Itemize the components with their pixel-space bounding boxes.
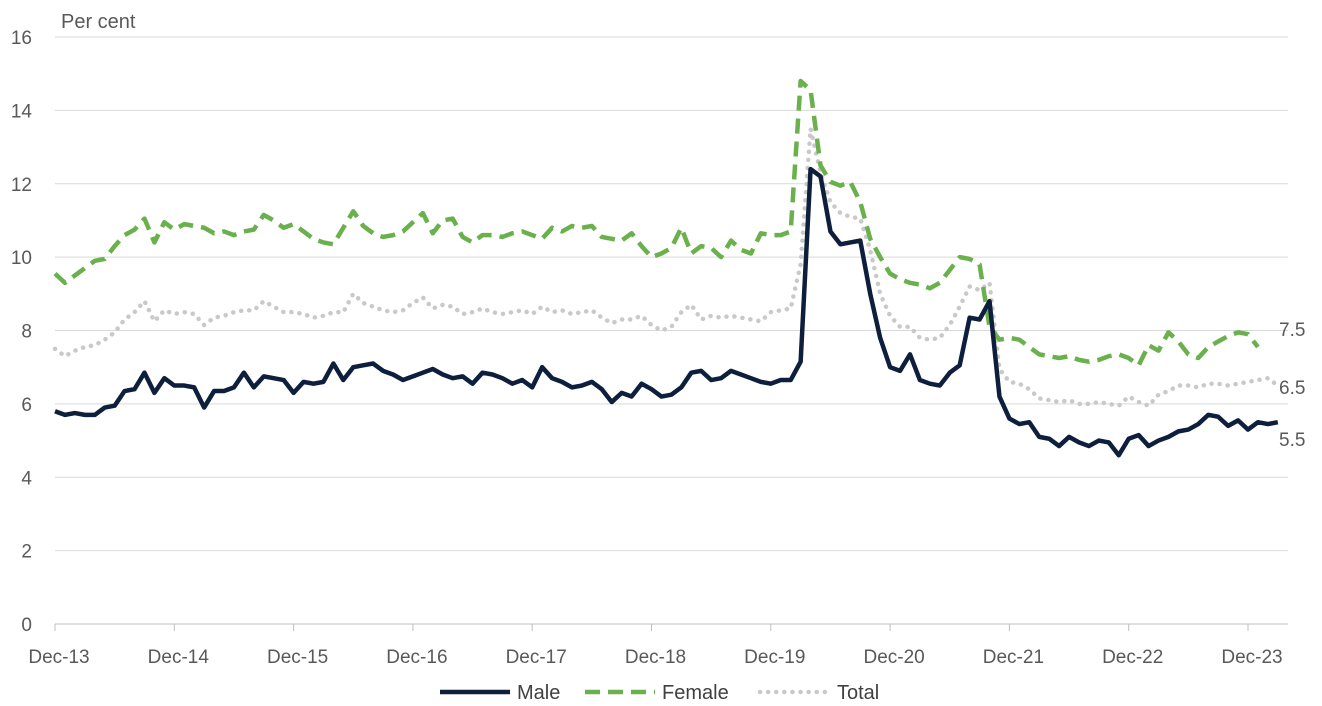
legend-item-total: Total (757, 682, 879, 704)
x-tick-label: Dec-23 (1221, 647, 1282, 668)
legend-label: Total (837, 682, 879, 704)
end-label-total: 6.5 (1279, 378, 1305, 399)
legend: Male Female Total (440, 682, 879, 704)
y-tick-label: 4 (21, 468, 32, 489)
x-tick-label: Dec-21 (983, 647, 1044, 668)
legend-item-male: Male (440, 682, 560, 704)
x-tick-label: Dec-15 (267, 647, 328, 668)
legend-item-female: Female (585, 682, 729, 704)
y-tick-label: 14 (11, 101, 33, 122)
x-tick-label: Dec-13 (28, 647, 89, 668)
series-lines (52, 78, 1281, 458)
series-line-male (54, 166, 1279, 458)
series-line-female (53, 78, 1260, 368)
end-label-male: 5.5 (1279, 430, 1305, 451)
x-axis: Dec-13 Dec-14 Dec-15 Dec-16 Dec-17 Dec-18 Dec-… (28, 623, 1288, 668)
x-tick-label: Dec-16 (386, 647, 447, 668)
x-tick-label: Dec-14 (148, 647, 210, 668)
x-tick-label: Dec-20 (863, 647, 924, 668)
series-line-total (52, 126, 1281, 408)
y-axis-title: Per cent (61, 11, 136, 33)
y-tick-label: 8 (21, 322, 32, 343)
gridlines (55, 36, 1288, 552)
x-tick-label: Dec-22 (1102, 647, 1163, 668)
y-tick-label: 12 (11, 175, 32, 196)
y-axis-tick-labels: 0 2 4 6 8 10 12 14 16 (11, 28, 33, 636)
y-tick-label: 0 (21, 615, 32, 636)
y-tick-label: 10 (11, 248, 32, 269)
x-tick-label: Dec-17 (506, 647, 567, 668)
y-tick-label: 6 (21, 395, 32, 416)
end-label-female: 7.5 (1279, 320, 1305, 341)
x-tick-label: Dec-19 (744, 647, 805, 668)
y-tick-label: 16 (11, 28, 32, 49)
end-value-labels: 5.5 7.5 6.5 (1279, 320, 1305, 451)
x-tick-label: Dec-18 (625, 647, 686, 668)
y-tick-label: 2 (21, 542, 32, 563)
legend-label: Male (517, 682, 560, 704)
legend-label: Female (662, 682, 729, 704)
